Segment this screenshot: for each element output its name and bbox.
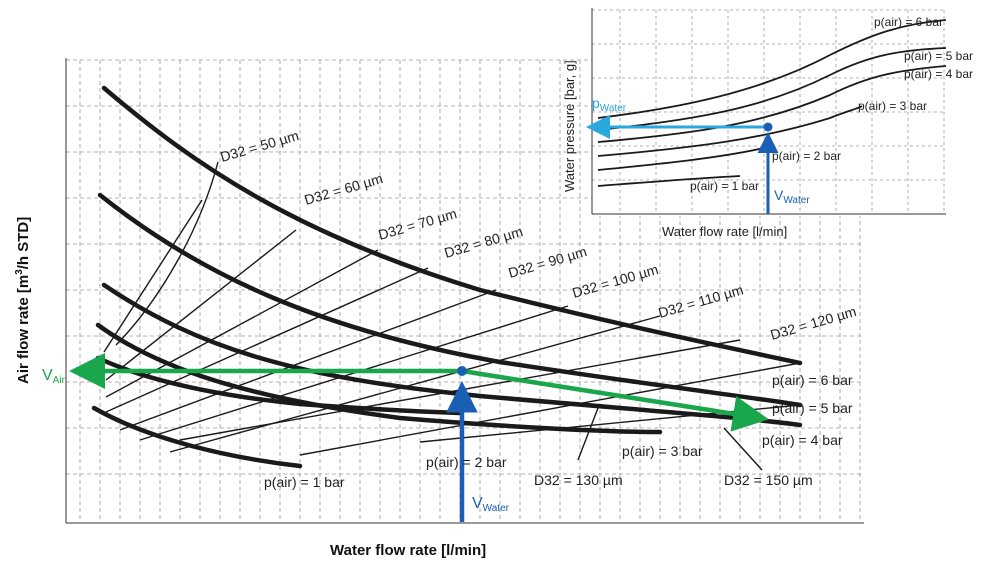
v-air-label: VAir: [42, 367, 66, 386]
pressure-label-4bar: p(air) = 4 bar: [762, 432, 843, 448]
d32-line-140: [299, 362, 801, 456]
pressure-label-1bar: p(air) = 1 bar: [264, 474, 345, 490]
d32-line-leader-130: [577, 407, 599, 461]
pressure-labels: p(air) = 1 bar p(air) = 2 bar p(air) = 3…: [264, 372, 853, 490]
inset-pressure-label-4bar: p(air) = 4 bar: [904, 67, 973, 81]
inset-curve-5bar: [597, 47, 947, 131]
d32-line-50: [115, 161, 219, 346]
inset-pressure-label-2bar: p(air) = 2 bar: [772, 149, 841, 163]
inset-x-axis-title: Water flow rate [l/min]: [662, 224, 787, 239]
inset-pressure-label-6bar: p(air) = 6 bar: [874, 15, 943, 29]
pressure-curve-2bar: [95, 355, 463, 416]
x-axis-title: Water flow rate [l/min]: [330, 542, 487, 559]
inset-pressure-label-5bar: p(air) = 5 bar: [904, 49, 973, 63]
d32-label-150: D32 = 150 µm: [724, 472, 813, 488]
pressure-label-6bar: p(air) = 6 bar: [772, 372, 853, 388]
inset-curve-1bar: [597, 175, 741, 187]
operating-point: [457, 366, 467, 376]
inset-y-axis-title: Water pressure [bar, g]: [562, 60, 577, 192]
d32-label-110: D32 = 110 µm: [656, 281, 745, 321]
d32-line-90: [105, 267, 429, 413]
d32-label-100: D32 = 100 µm: [570, 261, 660, 301]
d32-line-100: [119, 289, 497, 431]
d32-label-130: D32 = 130 µm: [534, 472, 623, 488]
d32-label-90: D32 = 90 µm: [506, 243, 588, 281]
main-axes: [65, 58, 864, 524]
air-flow-arrows: [69, 353, 769, 432]
inset-operating-point: [763, 122, 773, 132]
inset-pressure-curves: [597, 19, 947, 187]
d32-label-60: D32 = 60 µm: [302, 170, 384, 208]
v-water-label: VWater: [472, 495, 510, 514]
d32-label-120: D32 = 120 µm: [768, 303, 858, 343]
d32-line-120: [169, 315, 661, 453]
d32-label-80: D32 = 80 µm: [442, 223, 524, 261]
inset-curve-2bar: [597, 147, 765, 171]
pressure-curve-5bar: [97, 192, 803, 408]
inset-pressure-label-3bar: p(air) = 3 bar: [858, 99, 927, 113]
inset-curve-3bar: [597, 105, 863, 157]
pressure-label-5bar: p(air) = 5 bar: [772, 400, 853, 416]
inset-curve-4bar: [597, 65, 947, 143]
y-axis-title: Air flow rate [m3/h STD]: [14, 216, 32, 384]
inset-p-water-label: pWater: [592, 95, 627, 114]
inset-pressure-label-1bar: p(air) = 1 bar: [690, 179, 759, 193]
d32-label-50: D32 = 50 µm: [218, 127, 300, 165]
main-grid: [66, 59, 862, 522]
inset-v-water-label: VWater: [774, 187, 810, 206]
d32-line-leader-150: [723, 427, 763, 471]
inset-pressure-labels: p(air) = 6 bar p(air) = 5 bar p(air) = 4…: [690, 15, 973, 193]
pressure-label-3bar: p(air) = 3 bar: [622, 443, 703, 459]
d32-label-70: D32 = 70 µm: [376, 205, 458, 243]
d32-line-60: [103, 199, 203, 353]
pressure-label-2bar: p(air) = 2 bar: [426, 454, 507, 470]
pressure-curve-3bar: [95, 322, 663, 435]
d32-line-70: [105, 229, 297, 381]
pressure-curve-6bar: [101, 85, 803, 366]
inset-curve-6bar: [597, 19, 947, 119]
inset-chart: p(air) = 6 bar p(air) = 5 bar p(air) = 4…: [562, 8, 973, 239]
air-flow-arrow-right: [461, 368, 769, 432]
